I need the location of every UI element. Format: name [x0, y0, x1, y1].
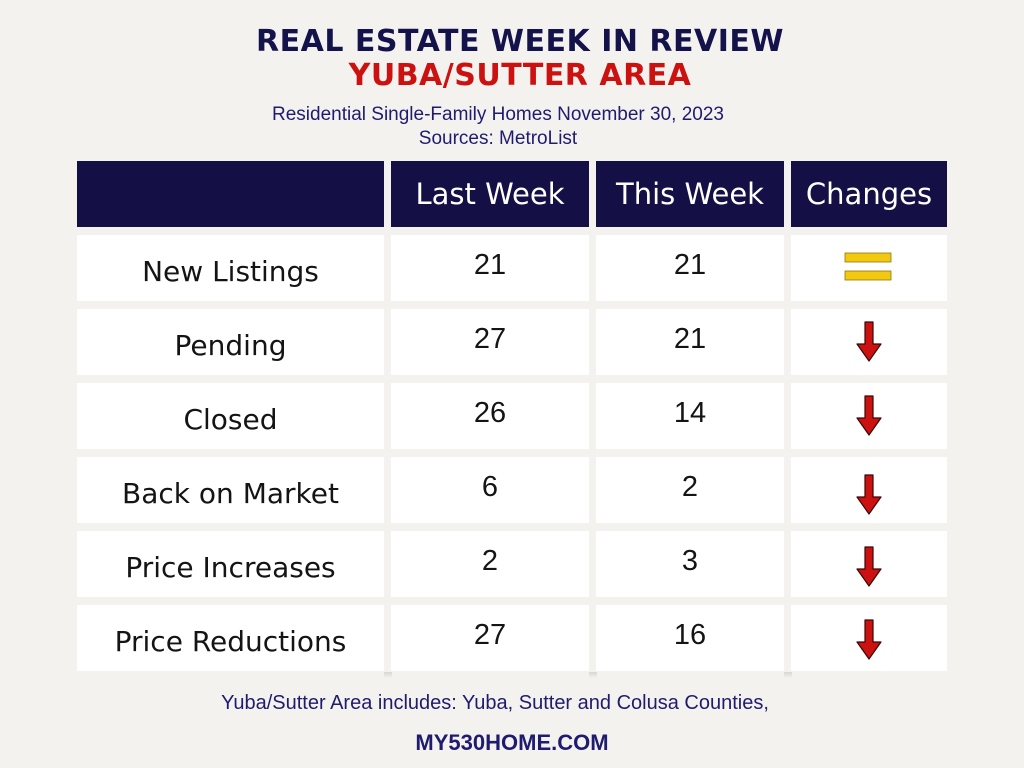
last-week-value: 27 — [391, 309, 589, 375]
change-cell — [791, 457, 947, 523]
down-arrow-icon — [856, 474, 882, 515]
header-last-week: Last Week — [391, 161, 589, 227]
down-arrow-icon — [856, 546, 882, 587]
header-blank-cell — [77, 161, 384, 227]
this-week-value: 16 — [596, 605, 784, 671]
website-link[interactable]: MY530HOME.COM — [415, 730, 609, 755]
row-label: Back on Market — [77, 457, 384, 523]
last-week-value: 26 — [391, 383, 589, 449]
this-week-value: 14 — [596, 383, 784, 449]
this-week-value: 21 — [596, 235, 784, 301]
row-label: Price Reductions — [77, 605, 384, 671]
area-title: YUBA/SUTTER AREA — [348, 58, 692, 93]
last-week-value: 2 — [391, 531, 589, 597]
page-title: REAL ESTATE WEEK IN REVIEW — [256, 24, 784, 59]
this-week-value: 2 — [596, 457, 784, 523]
down-arrow-icon — [856, 321, 882, 362]
row-label: Price Increases — [77, 531, 384, 597]
row-label: Pending — [77, 309, 384, 375]
change-cell — [791, 605, 947, 671]
subtitle: Residential Single-Family Homes November… — [272, 104, 724, 125]
down-arrow-icon — [856, 395, 882, 436]
change-cell — [791, 383, 947, 449]
last-week-value: 21 — [391, 235, 589, 301]
divider — [589, 672, 597, 678]
header-this-week: This Week — [596, 161, 784, 227]
this-week-value: 3 — [596, 531, 784, 597]
last-week-value: 27 — [391, 605, 589, 671]
this-week-value: 21 — [596, 309, 784, 375]
row-label: New Listings — [77, 235, 384, 301]
divider — [384, 672, 392, 678]
change-cell — [791, 235, 947, 301]
sources: Sources: MetroList — [418, 128, 578, 149]
change-cell — [791, 309, 947, 375]
row-label: Closed — [77, 383, 384, 449]
change-cell — [791, 531, 947, 597]
header-changes: Changes — [791, 161, 947, 227]
footer-note: Yuba/Sutter Area includes: Yuba, Sutter … — [221, 692, 769, 714]
down-arrow-icon — [856, 619, 882, 660]
equal-bars-icon — [844, 252, 892, 281]
divider — [784, 672, 792, 678]
last-week-value: 6 — [391, 457, 589, 523]
